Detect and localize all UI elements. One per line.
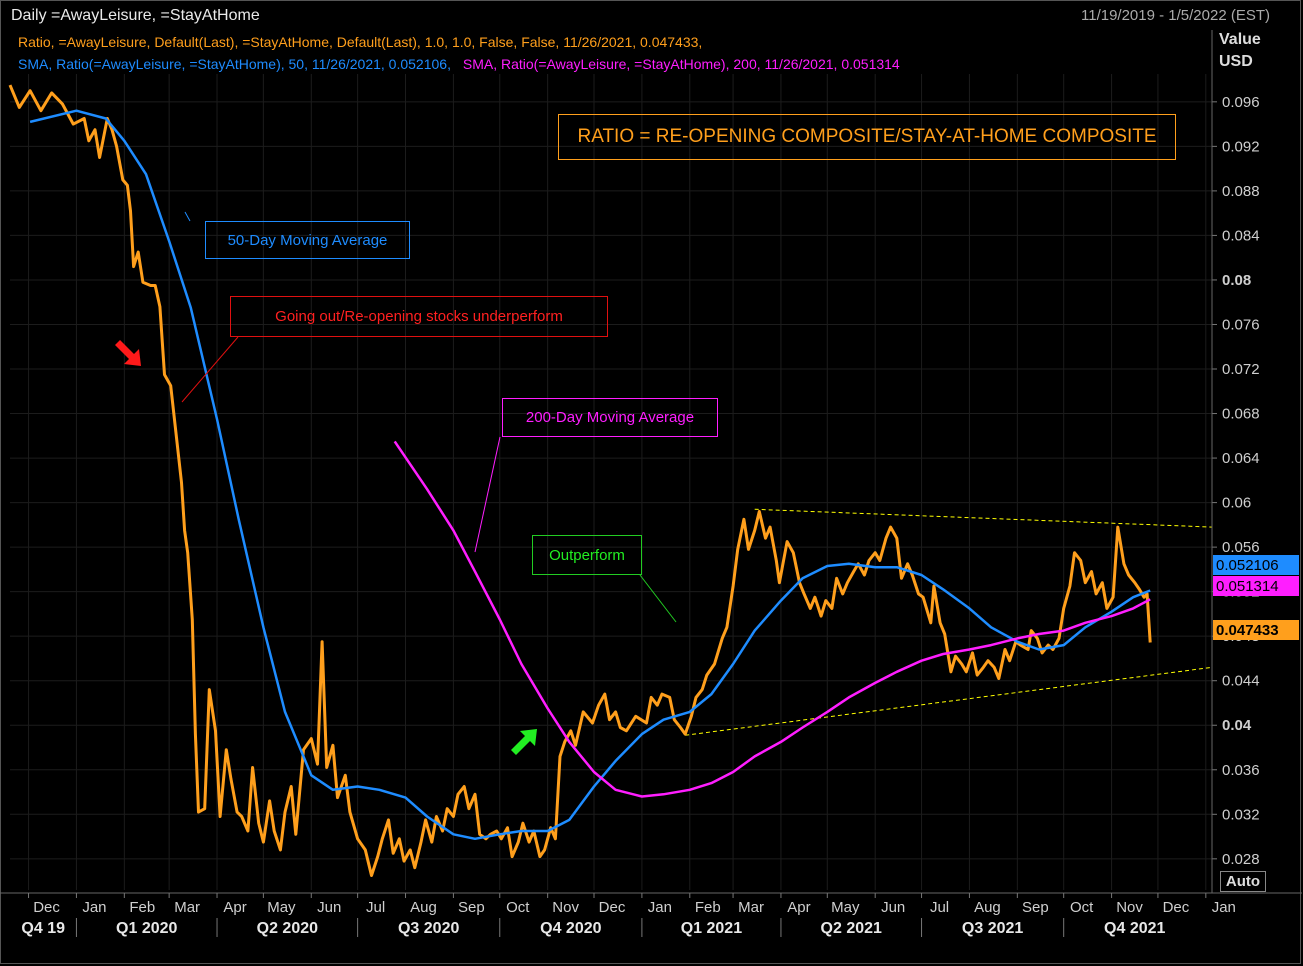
underperform-leader-line — [181, 336, 239, 403]
y-axis-header-value: Value — [1219, 31, 1261, 48]
y-tick-label: 0.068 — [1222, 406, 1260, 423]
x-tick-label: May — [267, 899, 296, 916]
quarter-label: Q2 2020 — [257, 920, 318, 937]
x-tick-label: Jan — [82, 899, 106, 916]
x-tick-label: Oct — [1070, 899, 1094, 916]
y-tick-label: 0.06 — [1222, 495, 1251, 512]
y-tick-label: 0.036 — [1222, 762, 1260, 779]
x-tick-label: Oct — [506, 899, 530, 916]
outperform-leader-line — [639, 574, 677, 623]
trendlines — [685, 508, 1213, 736]
legend-sma50[interactable]: SMA, Ratio(=AwayLeisure, =StayAtHome), 5… — [18, 56, 451, 72]
date-range: 11/19/2019 - 1/5/2022 (EST) — [1081, 7, 1271, 24]
y-tick-label: 0.064 — [1222, 450, 1260, 467]
auto-scale-button[interactable]: Auto — [1220, 871, 1266, 892]
x-tick-label: Jul — [366, 899, 385, 916]
y-tick-label: 0.032 — [1222, 806, 1260, 823]
y-tick-label: 0.08 — [1222, 272, 1251, 289]
x-tick-label: Aug — [410, 899, 437, 916]
series — [8, 84, 1152, 877]
legend-sma-row: SMA, Ratio(=AwayLeisure, =StayAtHome), 5… — [18, 56, 900, 72]
underperform-label-box: Going out/Re-opening stocks underperform — [230, 296, 608, 337]
y-tick-label: 0.088 — [1222, 183, 1260, 200]
y-tick-label: 0.056 — [1222, 539, 1260, 556]
quarter-label: Q3 2020 — [398, 920, 459, 937]
sma200-last-value-tag: 0.051314 — [1213, 576, 1299, 596]
sma200-series-line — [393, 440, 1151, 798]
y-axis-header-unit: USD — [1219, 53, 1253, 70]
ratio-definition-box: RATIO = RE-OPENING COMPOSITE/STAY-AT-HOM… — [558, 114, 1176, 160]
y-tick-label: 0.044 — [1222, 673, 1260, 690]
x-tick-label: Jan — [648, 899, 672, 916]
y-tick-label: 0.092 — [1222, 138, 1260, 155]
x-tick-label: Apr — [223, 899, 246, 916]
annotation-leaders — [181, 211, 677, 623]
ratio-last-value-tag: 0.047433 — [1213, 620, 1299, 640]
y-tick-label: 0.096 — [1222, 94, 1260, 111]
y-tick-label: 0.04 — [1222, 717, 1252, 734]
x-tick-label: Feb — [695, 899, 721, 916]
chart-title: Daily =AwayLeisure, =StayAtHome — [11, 7, 260, 24]
y-tick-label: 0.084 — [1222, 227, 1260, 244]
trendline-upper — [754, 508, 1213, 528]
x-tick-label: Nov — [552, 899, 579, 916]
sma50-series-line — [29, 109, 1151, 841]
quarter-label: Q4 2020 — [540, 920, 601, 937]
grid — [10, 74, 1212, 890]
x-tick-label: Dec — [33, 899, 60, 916]
y-tick-label: 0.028 — [1222, 851, 1260, 868]
sma50-label-box: 50-Day Moving Average — [205, 221, 410, 259]
x-tick-label: Apr — [787, 899, 810, 916]
quarter-label: Q4 19 — [21, 920, 65, 937]
y-tick-label: 0.072 — [1222, 361, 1260, 378]
quarter-label: Q2 2021 — [821, 920, 882, 937]
sma50-last-value-tag: 0.052106 — [1213, 555, 1299, 575]
x-tick-label: Nov — [1116, 899, 1143, 916]
y-tick-label: 0.076 — [1222, 316, 1260, 333]
x-tick-label: Mar — [174, 899, 200, 916]
red-down-arrow-icon — [115, 340, 141, 366]
outperform-label-box: Outperform — [532, 535, 642, 575]
x-tick-label: Jun — [881, 899, 905, 916]
sma50-leader-line — [184, 211, 191, 222]
trendline-lower — [685, 666, 1213, 736]
quarter-label: Q1 2021 — [681, 920, 742, 937]
x-tick-label: Sep — [458, 899, 485, 916]
x-tick-label: Jan — [1212, 899, 1236, 916]
legend-sma200[interactable]: SMA, Ratio(=AwayLeisure, =StayAtHome), 2… — [462, 56, 900, 72]
quarter-label: Q4 2021 — [1104, 920, 1165, 937]
x-tick-label: Dec — [1163, 899, 1190, 916]
x-tick-label: Dec — [599, 899, 626, 916]
ratio-series-line — [8, 84, 1152, 877]
sma200-label-box: 200-Day Moving Average — [502, 398, 718, 437]
x-tick-label: Jun — [317, 899, 341, 916]
y-axis: 0.096 0.092 0.088 0.084 0.08 0.076 0.072 0.068 0… — [1211, 30, 1260, 893]
x-tick-label: Feb — [129, 899, 155, 916]
x-tick-label: May — [831, 899, 860, 916]
x-axis: Dec Jan Feb Mar Apr May Jun Jul Aug Sep Oct Nov Dec J… — [0, 892, 1302, 937]
sma200-leader-line — [474, 436, 501, 553]
x-tick-label: Sep — [1022, 899, 1049, 916]
quarter-label: Q1 2020 — [116, 920, 177, 937]
x-tick-label: Aug — [974, 899, 1001, 916]
x-tick-label: Jul — [930, 899, 949, 916]
green-up-arrow-icon — [511, 729, 537, 755]
x-tick-label: Mar — [738, 899, 764, 916]
legend-ratio[interactable]: Ratio, =AwayLeisure, Default(Last), =Sta… — [18, 34, 703, 50]
quarter-label: Q3 2021 — [962, 920, 1023, 937]
